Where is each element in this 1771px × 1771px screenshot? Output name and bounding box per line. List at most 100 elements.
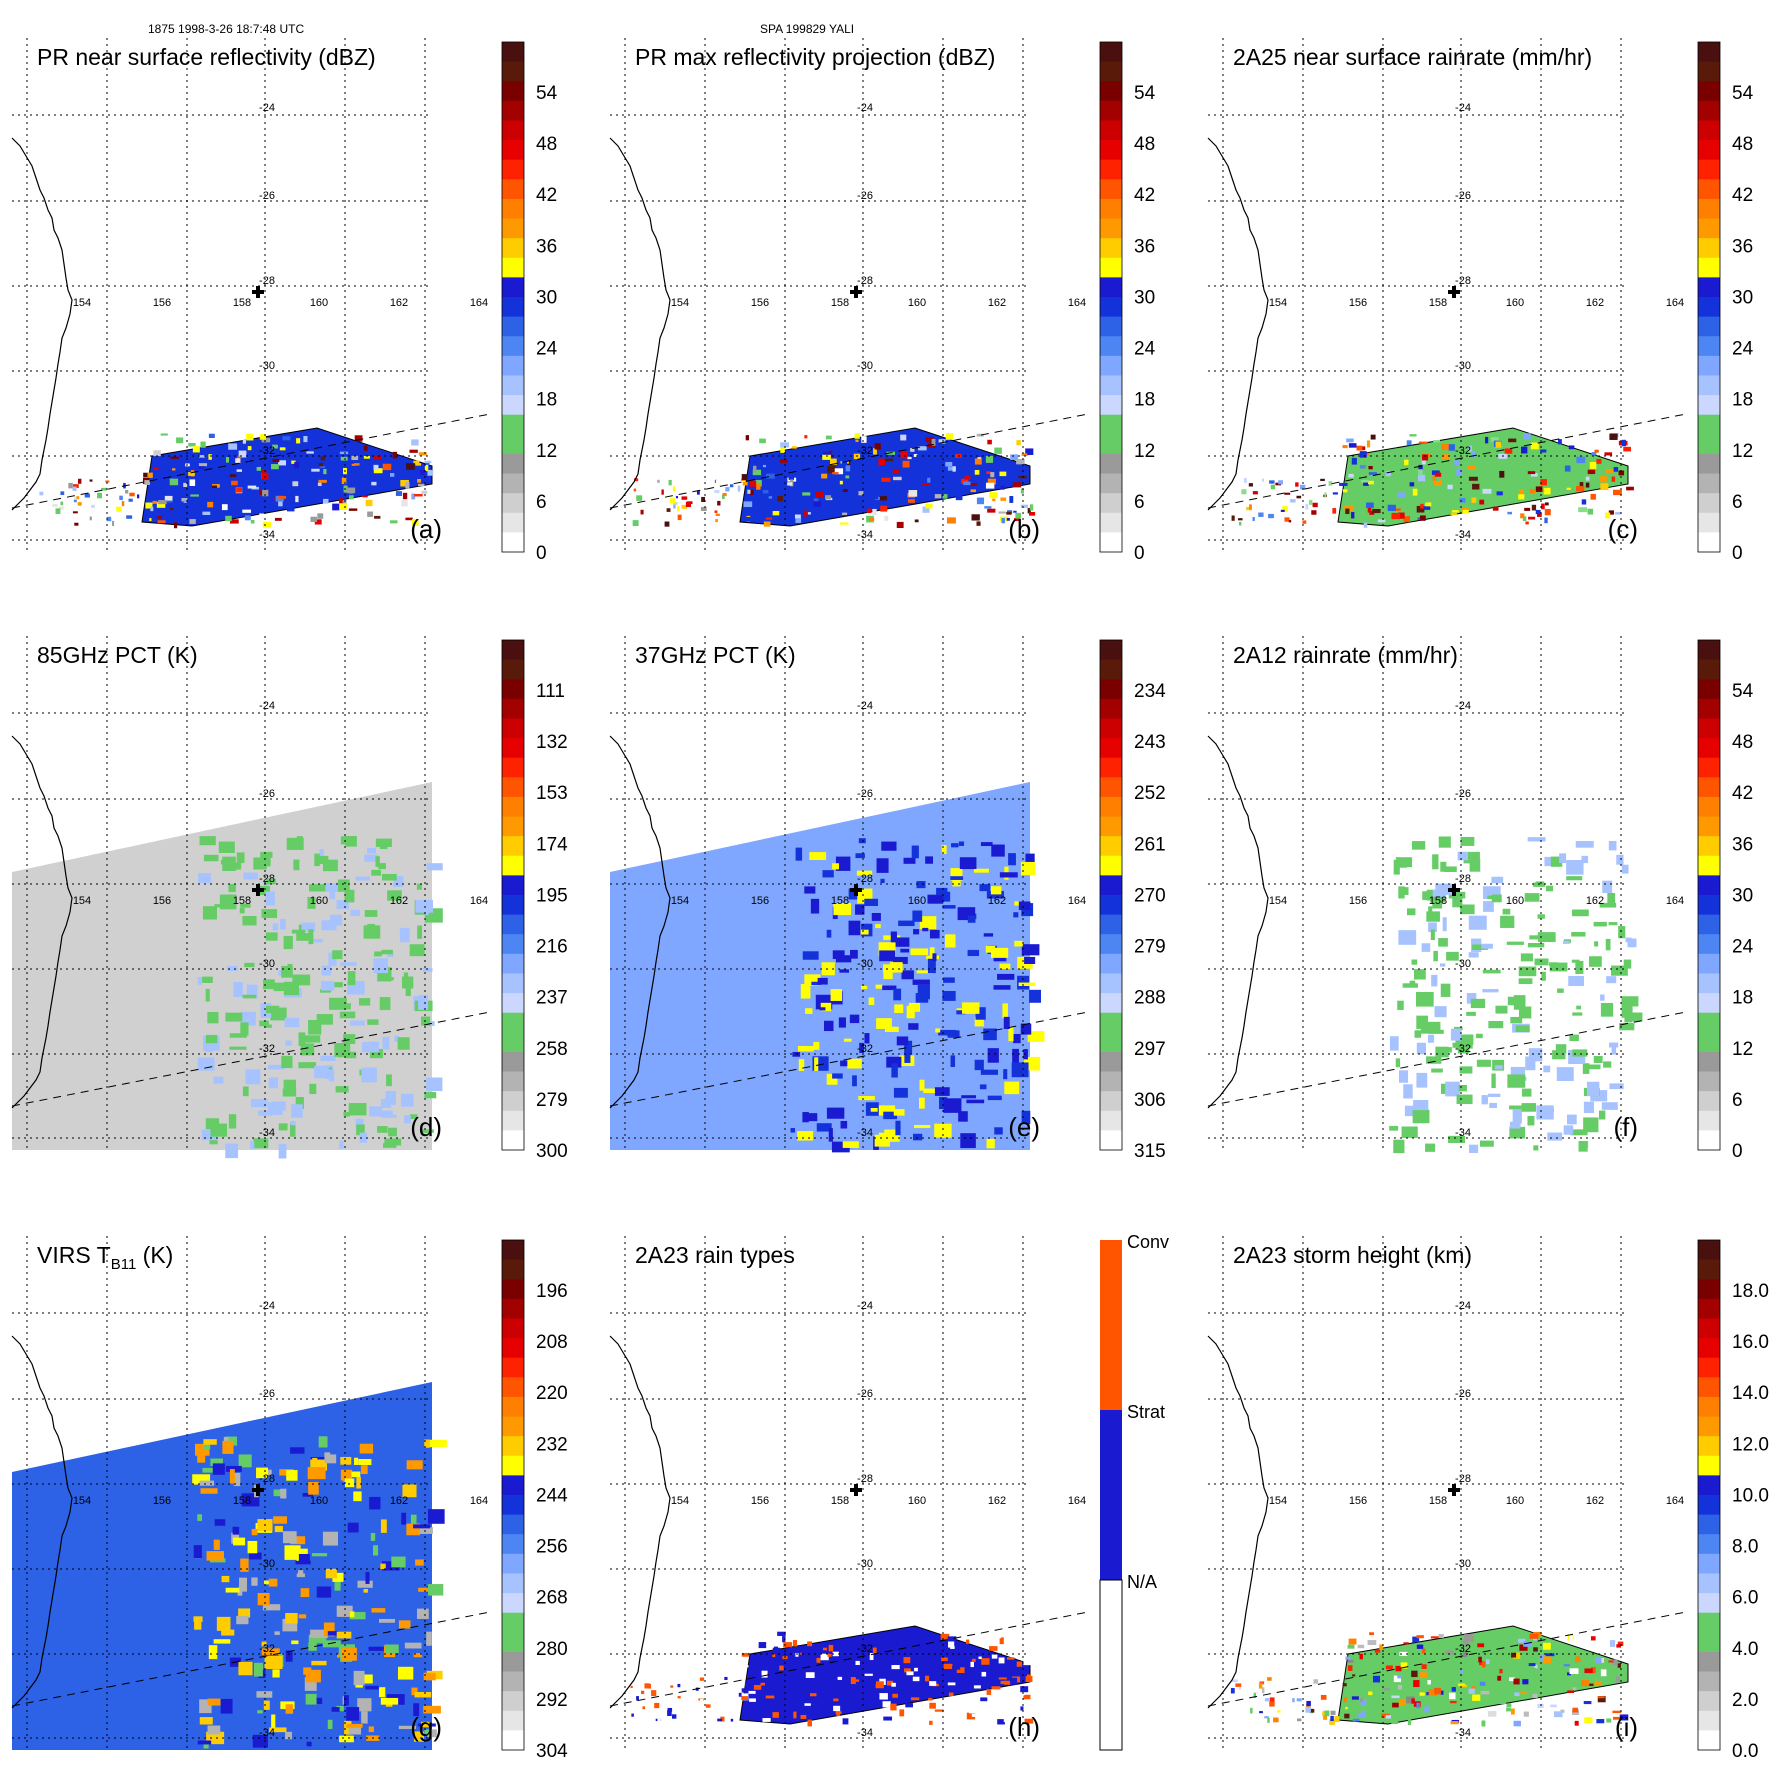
swath-cell — [411, 519, 419, 526]
swath-cell — [368, 1726, 374, 1733]
colorbar-segment — [502, 1110, 524, 1131]
swath-cell — [235, 458, 241, 463]
swath-area — [141, 427, 433, 527]
swath-cell — [754, 480, 762, 487]
swath-cell — [743, 501, 753, 508]
colorbar-segment — [1698, 277, 1720, 298]
swath-cell — [1241, 489, 1247, 495]
swath-cell — [1393, 859, 1400, 875]
swath-cell — [950, 1055, 956, 1067]
swath-cell — [975, 1007, 986, 1020]
swath-cell — [262, 521, 272, 528]
swath-cell — [654, 1702, 660, 1709]
swath-cell — [1425, 1143, 1436, 1152]
swath-cell — [319, 989, 332, 993]
swath-cell — [350, 909, 360, 916]
swath-cell — [1598, 1110, 1606, 1120]
swath-cell — [1440, 1690, 1444, 1695]
swath-cell — [339, 1140, 344, 1149]
colorbar-segment — [1698, 1495, 1720, 1516]
colorbar-segment — [502, 1338, 524, 1359]
swath-cell — [1559, 853, 1567, 863]
swath-cell — [979, 884, 991, 892]
swath-cell — [917, 985, 930, 1000]
swath-cell — [1471, 1686, 1476, 1689]
colorbar-tick-label: 268 — [536, 1588, 568, 1609]
colorbar-segment — [502, 953, 524, 974]
swath-cell — [642, 1706, 646, 1710]
swath-cell — [1578, 1141, 1588, 1152]
lon-label: 164 — [1068, 895, 1086, 907]
swath-cell — [1511, 1652, 1517, 1658]
swath-cell — [744, 1665, 749, 1668]
swath-cell — [879, 1693, 888, 1700]
swath-cell — [1471, 450, 1476, 458]
swath-cell — [1002, 1003, 1008, 1019]
swath-cell — [1426, 889, 1436, 901]
swath-cell — [203, 854, 219, 862]
swath-cell — [772, 1647, 781, 1653]
coastline — [11, 1335, 73, 1709]
swath-cell — [1485, 436, 1489, 444]
swath-cell — [855, 439, 859, 442]
panel-letter: (b) — [1008, 514, 1040, 544]
swath-cell — [1443, 866, 1457, 872]
colorbar-segment — [502, 1396, 524, 1418]
swath-cell — [280, 1488, 287, 1499]
swath-cell — [343, 1695, 349, 1706]
swath-cell — [717, 500, 721, 506]
colorbar-segment — [502, 218, 524, 239]
swath-cell — [385, 1703, 393, 1707]
swath-cell — [822, 870, 834, 878]
lon-label: 156 — [1349, 297, 1367, 309]
swath-cell — [1027, 1031, 1045, 1042]
colorbar-tick-label: 6 — [536, 492, 547, 513]
swath-cell — [1576, 1005, 1581, 1010]
swath-cell — [1591, 452, 1597, 456]
colorbar-segment — [502, 973, 524, 994]
swath-cell — [1406, 1696, 1415, 1704]
swath-cell — [813, 501, 821, 507]
swath-cell — [984, 506, 992, 509]
swath-cell — [1457, 851, 1469, 861]
colorbar-frame — [1099, 639, 1123, 1151]
swath-cell — [961, 1095, 977, 1099]
swath-cell — [379, 1687, 386, 1698]
swath-cell — [1415, 992, 1434, 1007]
swath-cell — [1459, 1685, 1468, 1688]
swath-cell — [320, 456, 326, 461]
swath-cell — [1533, 1145, 1539, 1151]
panel-d: 154 156 158 160 162 164-24-26-28-30-32-3485GH… — [11, 636, 568, 1162]
swath-cell — [931, 438, 936, 446]
swath-cell — [212, 1463, 225, 1475]
swath-cell — [1029, 504, 1034, 511]
swath-cell — [336, 1705, 344, 1712]
swath-cell — [1611, 476, 1616, 482]
lat-label: -32 — [1455, 1643, 1471, 1655]
colorbar-segment — [1698, 1357, 1720, 1378]
swath-cell — [1238, 521, 1242, 526]
swath-cell — [198, 873, 211, 883]
swath-cell — [1416, 1042, 1426, 1055]
swath-cell — [935, 1028, 941, 1033]
swath-cell — [685, 501, 692, 508]
swath-cell — [855, 853, 865, 859]
swath-cell — [1513, 1720, 1521, 1727]
swath-cell — [1446, 951, 1459, 961]
swath-cell — [200, 441, 206, 448]
swath-cell — [373, 958, 388, 974]
swath-cell — [883, 1716, 893, 1721]
colorbar-tick-label: 0.0 — [1732, 1741, 1758, 1762]
swath-cell — [875, 1681, 884, 1689]
swath-cell — [1594, 449, 1599, 453]
swath-cell — [828, 1128, 833, 1142]
swath-cell — [806, 512, 811, 515]
swath-cell — [985, 463, 989, 468]
swath-edge-line — [609, 1011, 1089, 1107]
swath-cell — [170, 508, 174, 511]
swath-cell — [794, 514, 801, 519]
colorbar-segment — [502, 1475, 524, 1496]
colorbar-segment — [1698, 1730, 1720, 1751]
swath-cell — [804, 974, 821, 986]
swath-cell — [197, 1514, 203, 1521]
